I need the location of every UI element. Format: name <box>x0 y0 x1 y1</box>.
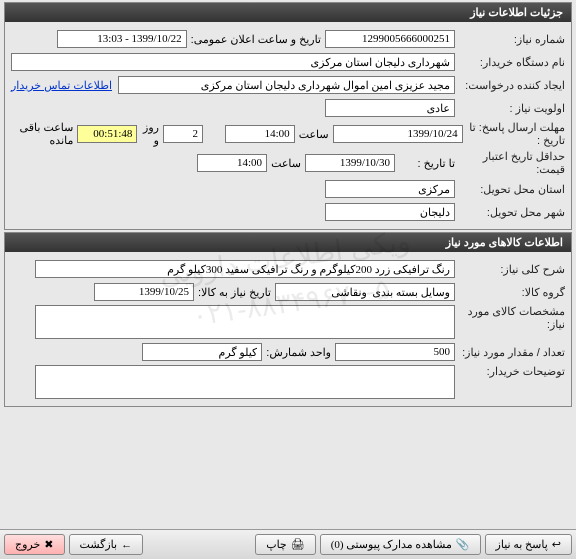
print-button[interactable]: 🖨 چاپ <box>255 534 315 555</box>
button-bar: ↩ پاسخ به نیاز 📎 مشاهده مدارک پیوستی (0)… <box>0 529 576 559</box>
validity-label: حداقل تاریخ اعتبار قیمت: <box>455 150 565 176</box>
spec-field[interactable] <box>35 305 455 339</box>
back-icon: ← <box>121 539 132 551</box>
attachments-label: مشاهده مدارک پیوستی (0) <box>331 538 452 551</box>
city-field[interactable] <box>325 203 455 221</box>
buyer-notes-field[interactable] <box>35 365 455 399</box>
need-by-label: تاریخ نیاز به کالا: <box>198 286 271 299</box>
need-number-field[interactable] <box>325 30 455 48</box>
buyer-field[interactable] <box>11 53 455 71</box>
attachments-button[interactable]: 📎 مشاهده مدارک پیوستی (0) <box>320 534 481 555</box>
deadline-time-field[interactable] <box>225 125 295 143</box>
need-details-header: جزئیات اطلاعات نیاز <box>5 3 571 22</box>
group-field[interactable] <box>275 283 455 301</box>
need-by-field[interactable] <box>94 283 194 301</box>
need-number-label: شماره نیاز: <box>455 33 565 46</box>
remaining-label: ساعت باقی مانده <box>15 121 73 147</box>
buyer-label: نام دستگاه خریدار: <box>455 56 565 69</box>
province-label: استان محل تحویل: <box>455 183 565 196</box>
exit-button[interactable]: ✖ خروج <box>4 534 65 555</box>
days-field[interactable] <box>163 125 203 143</box>
city-label: شهر محل تحویل: <box>455 206 565 219</box>
validity-time-field[interactable] <box>197 154 267 172</box>
deadline-label: مهلت ارسال پاسخ: تا تاریخ : <box>463 121 565 147</box>
need-details-panel: جزئیات اطلاعات نیاز شماره نیاز: تاریخ و … <box>4 2 572 230</box>
buyer-contact-link[interactable]: اطلاعات تماس خریدار <box>11 79 112 92</box>
desc-field[interactable] <box>35 260 455 278</box>
days-label: روز و <box>141 121 159 147</box>
unit-label: واحد شمارش: <box>266 346 331 359</box>
goods-panel: اطلاعات کالاهای مورد نیاز شرح کلی نیاز: … <box>4 232 572 407</box>
spec-label: مشخصات کالای مورد نیاز: <box>455 305 565 331</box>
validity-time-label: ساعت <box>271 157 301 170</box>
province-field[interactable] <box>325 180 455 198</box>
announce-field[interactable] <box>57 30 187 48</box>
creator-label: ایجاد کننده درخواست: <box>455 79 565 92</box>
back-button[interactable]: ← بازگشت <box>69 534 144 555</box>
attachment-icon: 📎 <box>456 538 470 551</box>
deadline-date-field[interactable] <box>333 125 463 143</box>
back-label: بازگشت <box>80 538 118 551</box>
unit-field[interactable] <box>142 343 262 361</box>
print-icon: 🖨 <box>291 538 305 551</box>
announce-label: تاریخ و ساعت اعلان عمومی: <box>191 33 321 46</box>
exit-icon: ✖ <box>44 538 53 551</box>
creator-field[interactable] <box>118 76 455 94</box>
exit-label: خروج <box>15 538 40 551</box>
group-label: گروه کالا: <box>455 286 565 299</box>
priority-field[interactable] <box>325 99 455 117</box>
print-label: چاپ <box>266 538 287 551</box>
goods-header: اطلاعات کالاهای مورد نیاز <box>5 233 571 252</box>
qty-field[interactable] <box>335 343 455 361</box>
reply-icon: ↩ <box>552 538 561 551</box>
validity-date-field[interactable] <box>305 154 395 172</box>
qty-label: تعداد / مقدار مورد نیاز: <box>455 346 565 359</box>
validity-sub-label: تا تاریخ : <box>395 157 455 170</box>
buyer-notes-label: توضیحات خریدار: <box>455 365 565 378</box>
priority-label: اولویت نیاز : <box>455 102 565 115</box>
remaining-time-field[interactable] <box>77 125 137 143</box>
desc-label: شرح کلی نیاز: <box>455 263 565 276</box>
respond-label: پاسخ به نیاز <box>496 538 548 551</box>
deadline-time-label: ساعت <box>299 128 329 141</box>
respond-button[interactable]: ↩ پاسخ به نیاز <box>485 534 572 555</box>
